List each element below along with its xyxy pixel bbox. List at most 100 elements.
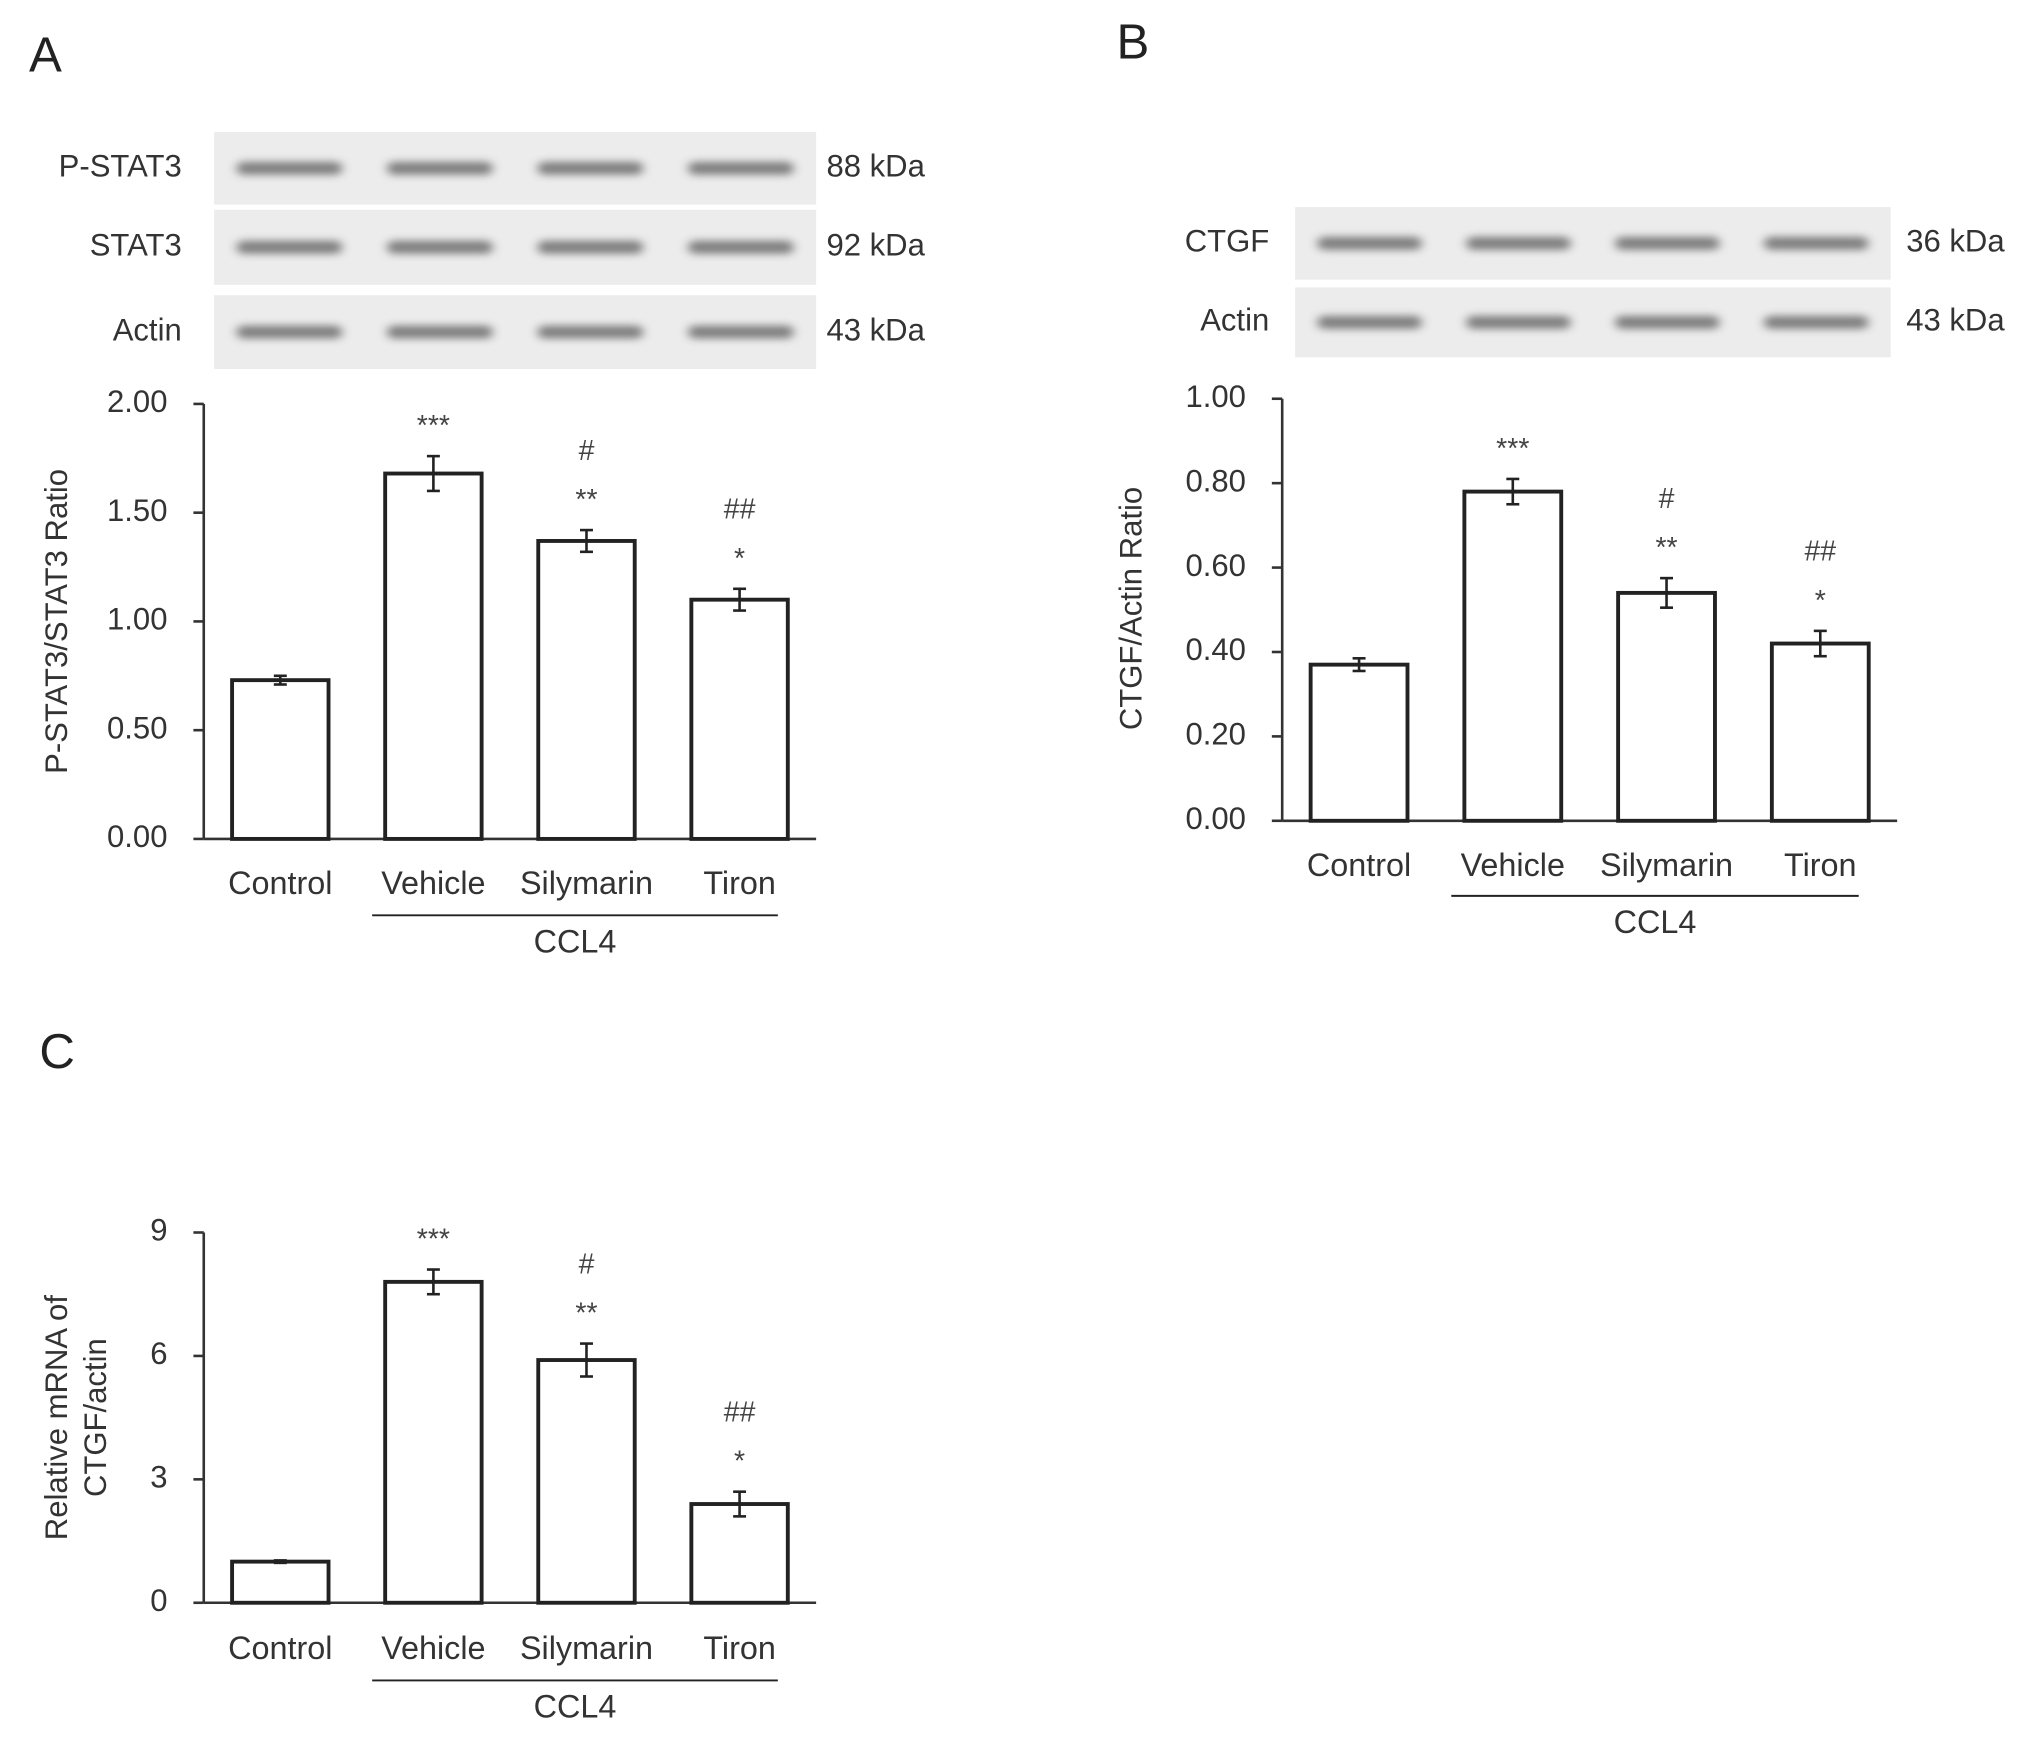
bar [536, 1358, 637, 1605]
y-tick-label: 0.80 [1185, 463, 1245, 498]
error-bar [580, 1342, 593, 1378]
significance-mark: ## [1804, 536, 1836, 568]
blot-label: P-STAT3 [59, 149, 182, 184]
bar [1616, 590, 1717, 823]
x-tick-label: Tiron [703, 865, 776, 901]
blot-band [1615, 236, 1720, 250]
blot-label: CTGF [1185, 224, 1270, 259]
x-tick-label: Control [228, 865, 332, 901]
blot-band [236, 325, 343, 339]
blot-band [537, 325, 644, 339]
error-bar [580, 528, 593, 554]
blot-band [236, 240, 343, 254]
panel-letter: A [29, 27, 62, 82]
bar [689, 597, 790, 841]
y-tick-label: 6 [150, 1336, 167, 1371]
error-bar [426, 454, 440, 493]
significance-mark: ** [575, 484, 597, 516]
bar [1462, 489, 1564, 823]
blot-band [537, 240, 644, 254]
blot-band [387, 325, 493, 339]
blot-label: Actin [1200, 303, 1269, 338]
blot-band [1764, 315, 1869, 329]
blot-band [688, 161, 794, 175]
significance-mark: # [579, 1248, 595, 1280]
significance-mark: ** [1655, 532, 1677, 564]
group-label: CCL4 [1614, 904, 1697, 940]
blot-band [1466, 315, 1571, 329]
bar [230, 678, 331, 841]
y-tick-label: 1.00 [1185, 379, 1245, 414]
error-bar [426, 1268, 440, 1296]
panel-letter: B [1116, 14, 1149, 69]
bar [1308, 662, 1410, 823]
y-tick-label: 0.00 [1185, 801, 1245, 836]
bar [689, 1502, 790, 1605]
blot-size: 92 kDa [826, 227, 925, 262]
panel-letter: C [39, 1024, 75, 1079]
significance-mark: # [1659, 483, 1675, 515]
y-tick-label: 0.40 [1185, 632, 1245, 667]
significance-mark: ## [724, 1397, 756, 1429]
error-bar [733, 1490, 747, 1518]
blot-band [688, 240, 794, 254]
x-tick-label: Vehicle [381, 1630, 485, 1666]
bar [1769, 641, 1871, 823]
y-tick-label: 0.60 [1185, 548, 1245, 583]
y-axis-label: CTGF/Actin Ratio [1114, 487, 1149, 730]
y-axis-label: CTGF/actin [78, 1338, 113, 1497]
bar [383, 1279, 484, 1605]
y-tick-label: 3 [150, 1460, 167, 1495]
x-tick-label: Silymarin [1600, 847, 1733, 883]
blot-size: 43 kDa [826, 312, 925, 347]
y-axis-label: Relative mRNA of [39, 1295, 74, 1541]
error-bar [1813, 629, 1827, 658]
x-tick-label: Vehicle [381, 865, 485, 901]
error-bar [1660, 576, 1674, 609]
bar [383, 471, 484, 841]
y-tick-label: 1.50 [107, 493, 167, 528]
x-tick-label: Vehicle [1461, 847, 1565, 883]
blot-label: STAT3 [90, 227, 182, 262]
blot-size: 43 kDa [1906, 303, 2005, 338]
significance-mark: *** [417, 1224, 450, 1256]
significance-mark: *** [417, 410, 450, 442]
bar [536, 539, 637, 841]
x-tick-label: Tiron [1784, 847, 1857, 883]
blot-band [387, 240, 493, 254]
blot-band [1317, 236, 1422, 250]
y-tick-label: 0.50 [107, 710, 167, 745]
significance-mark: ## [724, 494, 756, 526]
error-bar [1506, 477, 1520, 506]
x-tick-label: Control [1307, 847, 1411, 883]
blot-band [1764, 236, 1869, 250]
blot-band [1615, 315, 1720, 329]
y-tick-label: 0.00 [107, 819, 167, 854]
y-tick-label: 1.00 [107, 602, 167, 637]
error-bar [273, 674, 287, 686]
blot-band [688, 325, 794, 339]
blot-band [236, 161, 343, 175]
significance-mark: * [734, 543, 745, 575]
x-tick-label: Control [228, 1630, 332, 1666]
blot-band [1317, 315, 1422, 329]
y-tick-label: 2.00 [107, 384, 167, 419]
significance-mark: ** [575, 1298, 597, 1330]
y-tick-label: 9 [150, 1213, 167, 1248]
blot-size: 88 kDa [826, 149, 925, 184]
error-bar [273, 1559, 287, 1565]
y-tick-label: 0 [150, 1583, 167, 1618]
blot-band [387, 161, 493, 175]
blot-band [537, 161, 644, 175]
significance-mark: * [734, 1446, 745, 1478]
x-tick-label: Silymarin [520, 865, 653, 901]
bar [230, 1559, 331, 1605]
group-label: CCL4 [534, 1688, 617, 1724]
blot-size: 36 kDa [1906, 224, 2005, 259]
error-bar [1352, 657, 1366, 673]
significance-mark: *** [1496, 433, 1529, 465]
blot-label: Actin [113, 312, 182, 347]
error-bar [733, 587, 747, 612]
x-tick-label: Tiron [703, 1630, 776, 1666]
